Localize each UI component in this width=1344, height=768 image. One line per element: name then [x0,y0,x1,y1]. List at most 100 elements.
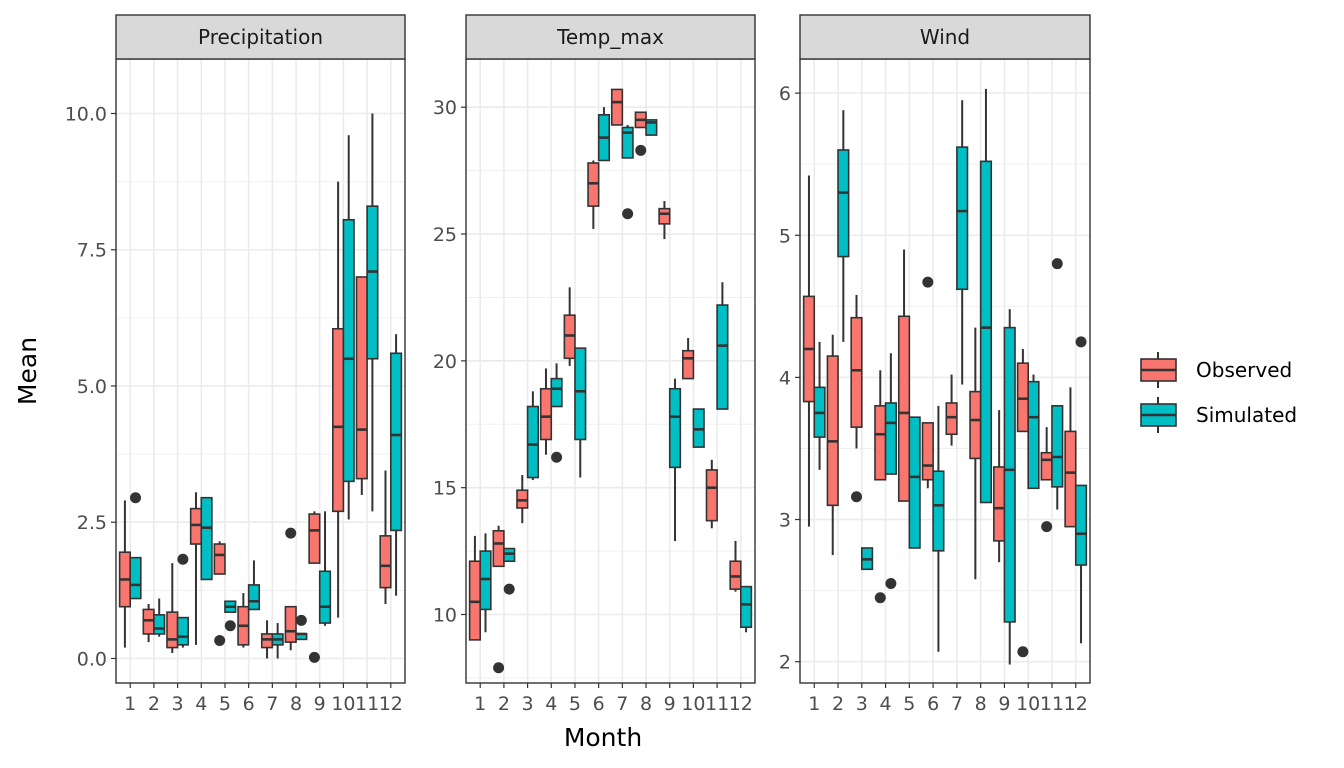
outlier-point [493,662,505,674]
x-tick-label: 5 [903,693,915,715]
x-tick-label: 8 [640,693,652,715]
box-simulated-month-2 [837,110,850,342]
box-observed-month-11 [355,276,368,495]
x-tick-label: 3 [522,693,534,715]
box-simulated-month-2 [153,598,166,637]
box-iqr [969,390,982,460]
x-tick-label: 11 [705,693,729,715]
outlier-point [1017,646,1029,658]
legend-label-observed: Observed [1196,358,1292,382]
x-tick-label: 4 [880,693,892,715]
box-observed-month-6 [921,276,934,489]
outlier-point [503,583,515,595]
box-observed-month-3 [516,475,529,524]
box-iqr [153,614,166,635]
y-tick-label: 5.0 [77,376,107,398]
outlier-point [308,651,320,663]
box-iqr [993,466,1006,542]
box-observed-month-9 [308,511,321,663]
facet-panel-precipitation: 0.02.55.07.510.01 2 3 4 5 6 7 8 9 10 11 12Precipita… [65,14,406,715]
box-simulated-month-6 [597,107,611,162]
y-tick-label: 4 [779,367,791,389]
box-observed-month-8 [969,327,982,580]
box-observed-month-12 [729,540,742,592]
outlier-point [922,276,934,288]
box-simulated-month-4 [200,496,213,581]
box-iqr [932,470,945,552]
box-iqr [682,349,695,380]
outlier-point [622,208,634,220]
box-simulated-month-9 [1003,309,1016,665]
box-observed-month-3 [850,294,863,503]
box-iqr [956,146,969,291]
box-simulated-month-10 [692,408,705,448]
box-simulated-month-11 [1051,258,1064,510]
box-observed-month-2 [826,334,839,556]
box-iqr [176,616,189,646]
box-simulated-month-6 [932,405,945,652]
x-tick-label: 10 [681,693,705,715]
outlier-point [885,578,897,590]
box-simulated-month-3 [526,391,539,481]
x-tick-label: 11 [355,693,379,715]
box-iqr [1003,326,1016,623]
box-simulated-month-7 [956,100,969,385]
strip-title: Temp_max [556,25,664,49]
x-tick-label: 8 [290,693,302,715]
box-simulated-month-9 [318,511,332,626]
strip-header [465,14,756,60]
x-axis-title: Month [564,723,642,752]
box-observed-month-3 [166,563,179,654]
box-simulated-month-8 [979,88,993,504]
box-iqr [142,608,155,635]
x-tick-label: 3 [856,693,868,715]
box-iqr [850,316,863,428]
y-tick-label: 2.5 [77,512,107,534]
box-simulated-month-5 [908,416,921,549]
y-tick-label: 5 [779,225,791,247]
y-axis-title: Mean [13,337,42,405]
box-iqr [492,530,505,568]
box-iqr [342,218,355,483]
box-iqr [826,355,839,507]
box-iqr [366,205,379,360]
y-tick-label: 25 [433,224,457,246]
box-simulated-month-1 [129,492,142,600]
box-iqr [658,207,671,225]
box-iqr [705,469,718,522]
strip-header [799,14,1091,60]
legend-key-observed [1140,352,1177,388]
box-simulated-month-4 [550,363,563,463]
outlier-point [295,614,307,626]
box-iqr [1074,484,1088,566]
box-iqr [332,327,345,513]
x-tick-label: 6 [243,693,255,715]
box-simulated-month-5 [224,600,237,632]
outlier-point [1051,258,1063,270]
box-simulated-month-10 [1027,374,1040,490]
box-iqr [213,543,226,575]
box-simulated-month-8 [295,614,308,641]
box-observed-month-8 [284,527,297,651]
outlier-point [285,527,297,539]
box-observed-month-7 [610,88,624,126]
box-iqr [884,402,897,475]
y-tick-label: 6 [779,83,791,105]
box-iqr [166,611,179,649]
x-tick-label: 9 [998,693,1010,715]
box-observed-month-10 [332,181,345,618]
box-iqr [921,422,934,481]
x-tick-label: 1 [474,693,486,715]
box-simulated-month-11 [366,113,379,512]
box-observed-month-12 [1064,387,1077,528]
box-iqr [610,88,624,126]
box-iqr [979,160,993,504]
box-iqr [318,570,332,624]
box-iqr [645,119,658,136]
outlier-point [874,592,886,604]
x-tick-label: 5 [569,693,581,715]
x-tick-label: 9 [314,693,326,715]
